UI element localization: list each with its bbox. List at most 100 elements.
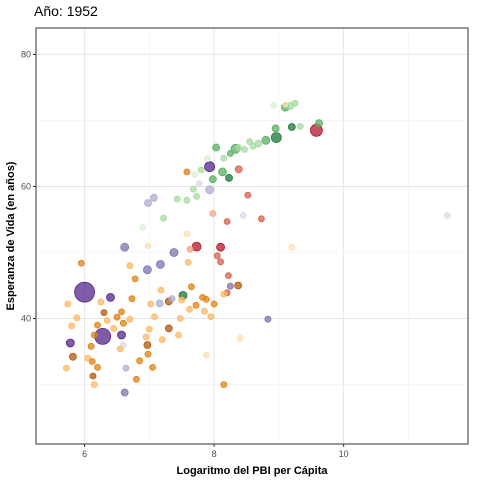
data-point [142, 265, 152, 275]
data-point [145, 325, 153, 333]
x-tick-label: 10 [339, 449, 349, 459]
data-point [97, 298, 105, 306]
data-point [246, 138, 254, 146]
data-point [157, 286, 165, 294]
data-point [126, 262, 134, 270]
data-point [175, 331, 182, 339]
data-point [158, 336, 166, 344]
axis-ticks: 6 8 10 40 60 80 [21, 49, 349, 459]
data-point [220, 290, 228, 298]
data-point [217, 258, 225, 266]
points [63, 99, 451, 397]
data-point [173, 195, 181, 203]
x-tick-label: 6 [82, 449, 87, 459]
data-point [236, 334, 244, 342]
data-point [234, 165, 243, 174]
data-point [120, 388, 129, 397]
data-point [183, 168, 191, 176]
data-point [197, 166, 205, 174]
data-point [149, 363, 157, 371]
data-point [142, 333, 150, 341]
y-tick-label: 40 [21, 314, 31, 324]
data-point [90, 331, 98, 339]
data-point [220, 381, 228, 389]
data-point [74, 281, 95, 303]
data-point [122, 364, 130, 372]
data-point [117, 330, 126, 340]
data-point [65, 338, 75, 348]
data-point [207, 313, 215, 321]
grid [36, 28, 468, 444]
data-point [239, 212, 247, 219]
data-point [296, 123, 304, 130]
data-point [149, 193, 158, 202]
data-point [160, 214, 168, 222]
data-point [249, 142, 257, 150]
data-point [270, 101, 278, 109]
data-point [270, 132, 282, 144]
y-tick-label: 80 [21, 49, 31, 59]
data-point [200, 307, 208, 315]
data-point [195, 180, 203, 188]
data-point [261, 135, 271, 145]
data-point [94, 321, 101, 329]
y-tick-label: 60 [21, 181, 31, 191]
data-point [155, 259, 165, 269]
data-point [209, 210, 217, 217]
data-point [212, 143, 221, 152]
data-point [234, 281, 243, 290]
data-point [193, 192, 201, 200]
data-point [63, 364, 70, 372]
data-point [282, 101, 289, 108]
data-point [116, 345, 124, 353]
data-point [224, 272, 232, 280]
y-axis-title: Esperanza de Vida (en años) [5, 161, 17, 310]
data-point [90, 381, 98, 389]
data-point [88, 358, 96, 365]
data-point [208, 175, 217, 184]
data-point [131, 275, 139, 283]
data-point [151, 313, 158, 321]
data-point [204, 155, 212, 163]
data-point [213, 252, 221, 260]
data-point [144, 350, 152, 358]
data-point [225, 173, 233, 182]
data-point [226, 282, 234, 290]
data-point [144, 199, 152, 207]
chart-title: Año: 1952 [34, 3, 98, 19]
data-point [110, 324, 118, 332]
data-point [139, 223, 147, 231]
data-point [126, 315, 134, 323]
data-point [186, 245, 194, 253]
data-point [257, 215, 265, 223]
data-point [176, 315, 184, 322]
data-point [443, 212, 451, 219]
data-point [164, 324, 173, 333]
data-point [136, 357, 144, 365]
data-point [155, 299, 164, 308]
data-point [183, 196, 191, 204]
data-point [120, 319, 127, 327]
data-point [94, 363, 101, 371]
data-point [210, 300, 218, 308]
data-point [315, 119, 323, 127]
data-point [147, 300, 155, 308]
data-point [202, 295, 210, 303]
data-point [128, 295, 136, 303]
data-point [73, 314, 81, 322]
data-point [189, 185, 197, 193]
data-point [186, 305, 193, 313]
data-point [187, 283, 195, 291]
data-point [143, 341, 152, 349]
data-point [64, 300, 72, 308]
data-point [183, 230, 191, 238]
data-point [69, 352, 77, 361]
data-point [223, 218, 231, 225]
plot-border [35, 27, 469, 445]
data-point [192, 301, 200, 309]
data-point [202, 351, 210, 359]
data-point [235, 144, 243, 151]
data-point [220, 154, 228, 162]
data-point [132, 375, 140, 383]
data-point [191, 171, 199, 179]
